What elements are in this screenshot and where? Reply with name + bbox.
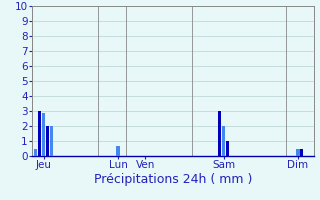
Bar	[222, 126, 225, 156]
X-axis label: Précipitations 24h ( mm ): Précipitations 24h ( mm )	[94, 173, 252, 186]
Bar	[34, 148, 37, 156]
Bar	[50, 126, 53, 156]
Bar	[218, 111, 221, 156]
Bar	[296, 148, 300, 156]
Bar	[300, 148, 303, 156]
Bar	[42, 112, 45, 156]
Bar	[226, 141, 229, 156]
Bar	[46, 126, 49, 156]
Bar	[116, 146, 120, 156]
Bar	[38, 111, 41, 156]
